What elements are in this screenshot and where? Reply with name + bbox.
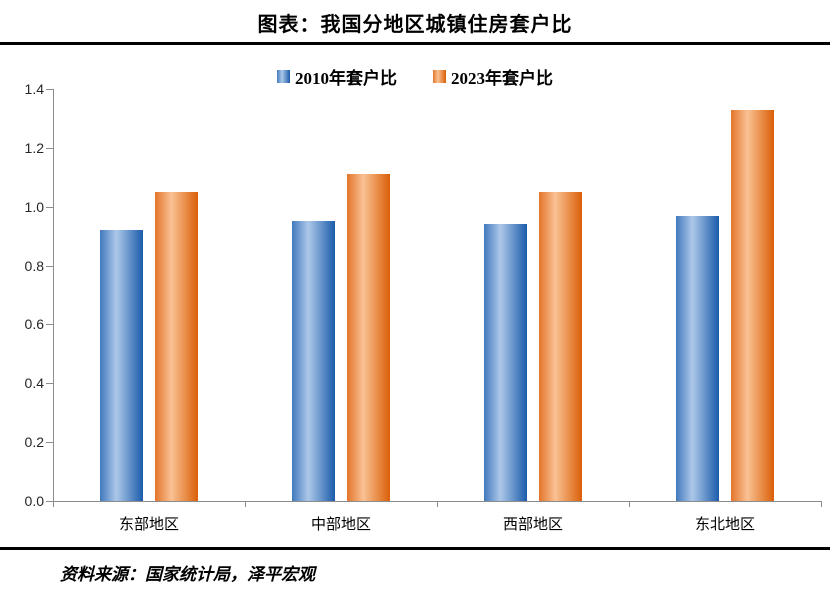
bar-2023-cat4 bbox=[731, 109, 774, 501]
bar-2023-cat3 bbox=[539, 192, 582, 501]
legend-swatch-2010-icon bbox=[277, 69, 290, 83]
category-label-2: 中部地区 bbox=[310, 517, 371, 533]
y-tick-label: 0.8 bbox=[24, 257, 44, 274]
bar-group-1 bbox=[53, 89, 245, 501]
legend-label-2023: 2023年套户比 bbox=[451, 68, 553, 88]
bar-2023-cat1 bbox=[155, 192, 198, 501]
y-tick-mark bbox=[46, 265, 53, 267]
bar-group-2 bbox=[245, 89, 437, 501]
category-label-4: 东北地区 bbox=[694, 517, 755, 533]
legend-item-2010: 2010年套户比 bbox=[277, 64, 397, 89]
y-tick-mark bbox=[46, 147, 53, 149]
y-tick-label: 0.6 bbox=[24, 316, 44, 333]
bar-group-4 bbox=[629, 89, 821, 501]
y-tick-mark bbox=[46, 206, 53, 208]
x-tick-mark bbox=[629, 501, 630, 507]
x-axis-category-labels: 东部地区 中部地区 西部地区 东北地区 bbox=[53, 513, 821, 534]
bar-group-3 bbox=[437, 89, 629, 501]
bottom-divider-line bbox=[0, 547, 830, 550]
bar-2010-cat2 bbox=[292, 221, 335, 501]
y-tick-label: 0.4 bbox=[24, 375, 44, 392]
legend-swatch-2023-icon bbox=[433, 69, 446, 83]
x-tick-mark bbox=[53, 501, 54, 507]
y-tick-label: 1.4 bbox=[24, 81, 44, 97]
bar-2010-cat4 bbox=[676, 215, 719, 501]
category-label-1: 东部地区 bbox=[118, 517, 179, 533]
category-label-3: 西部地区 bbox=[502, 517, 563, 533]
y-tick-mark bbox=[46, 324, 53, 326]
y-tick-mark bbox=[46, 442, 53, 444]
x-tick-mark bbox=[437, 501, 438, 507]
bar-2010-cat1 bbox=[100, 230, 143, 501]
y-axis-line bbox=[53, 89, 54, 502]
legend-label-2010: 2010年套户比 bbox=[295, 68, 397, 88]
y-tick-label: 0.0 bbox=[24, 493, 44, 509]
legend-item-2023: 2023年套户比 bbox=[433, 64, 553, 89]
source-note: 资料来源：国家统计局，泽平宏观 bbox=[60, 565, 315, 584]
chart-legend: 2010年套户比 2023年套户比 bbox=[0, 63, 830, 89]
x-tick-mark bbox=[821, 501, 822, 507]
bar-2010-cat3 bbox=[484, 224, 527, 501]
y-tick-label: 1.0 bbox=[24, 198, 44, 215]
top-divider-line bbox=[0, 42, 830, 45]
y-tick-label: 1.2 bbox=[24, 139, 44, 156]
chart-title: 图表：我国分地区城镇住房套户比 bbox=[257, 14, 573, 36]
plot-area bbox=[53, 89, 821, 501]
x-tick-mark bbox=[245, 501, 246, 507]
y-tick-mark bbox=[46, 89, 53, 90]
y-tick-mark bbox=[46, 501, 53, 502]
bar-2023-cat2 bbox=[347, 174, 390, 501]
y-tick-label: 0.2 bbox=[24, 434, 44, 451]
y-tick-mark bbox=[46, 383, 53, 385]
